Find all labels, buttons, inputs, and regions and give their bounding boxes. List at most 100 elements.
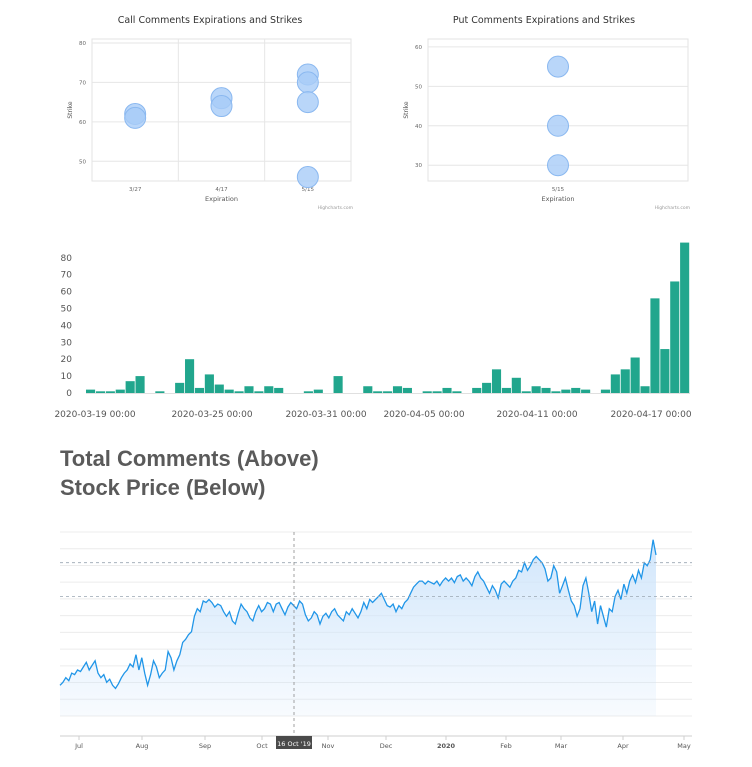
bubble-point bbox=[296, 91, 319, 114]
y-tick-label: 50 bbox=[415, 84, 422, 90]
y-tick-label: 10 bbox=[61, 372, 73, 382]
x-tick-label: 4/17 bbox=[215, 187, 228, 193]
comment-bar bbox=[482, 382, 492, 393]
comment-bar bbox=[600, 389, 610, 393]
comment-bar bbox=[95, 391, 106, 393]
comment-bar bbox=[402, 387, 412, 393]
comment-bar bbox=[185, 359, 195, 393]
comment-bar bbox=[551, 391, 561, 393]
x-tick-label: May bbox=[677, 742, 691, 750]
y-tick-label: 0 bbox=[66, 389, 72, 399]
y-tick-label: 50 bbox=[61, 305, 73, 315]
comment-bar bbox=[115, 389, 125, 393]
y-tick-label: 40 bbox=[415, 124, 422, 130]
chart-title: Put Comments Expirations and Strikes bbox=[453, 15, 635, 26]
y-tick-label: 40 bbox=[61, 321, 73, 331]
x-tick-label: 3/27 bbox=[129, 187, 142, 193]
x-tick-label: 2020-03-19 00:00 bbox=[54, 410, 135, 420]
x-tick-label: Oct bbox=[256, 742, 268, 750]
section-heading: Total Comments (Above) Stock Price (Belo… bbox=[60, 444, 319, 502]
price-area bbox=[60, 539, 656, 716]
chart-credit: Highcharts.com bbox=[318, 205, 353, 211]
comment-bar bbox=[561, 389, 571, 393]
y-axis-label: Strike bbox=[403, 101, 410, 119]
x-tick-label: 2020-03-31 00:00 bbox=[285, 410, 366, 420]
comment-bar bbox=[670, 281, 680, 393]
y-tick-label: 20 bbox=[61, 355, 73, 365]
comment-bar bbox=[86, 389, 96, 393]
plot-border bbox=[427, 38, 689, 182]
comment-bar bbox=[531, 386, 541, 393]
bubble-point bbox=[547, 154, 569, 177]
put-expirations-chart: Put Comments Expirations and Strikes 30 40… bbox=[398, 8, 694, 213]
comment-bar bbox=[630, 357, 640, 393]
y-tick-label: 50 bbox=[79, 159, 86, 165]
comment-bar bbox=[194, 387, 205, 393]
comment-bar bbox=[541, 387, 551, 393]
comment-bar bbox=[303, 391, 313, 393]
comment-bar bbox=[640, 386, 650, 393]
y-tick-label: 60 bbox=[79, 120, 86, 126]
x-tick-label: 5/15 bbox=[552, 187, 565, 193]
comment-bar bbox=[521, 391, 531, 393]
comment-bar bbox=[442, 387, 452, 393]
comments-bar-svg: 0 10 20 30 40 50 60 70 80 2020-03-19 00:00 2020-03… bbox=[54, 242, 692, 420]
comment-bar bbox=[313, 389, 323, 393]
y-tick-label: 70 bbox=[79, 80, 86, 86]
comment-bar bbox=[244, 386, 254, 393]
comment-bar bbox=[432, 391, 442, 393]
comment-bar bbox=[680, 242, 690, 393]
call-expirations-chart: Call Comments Expirations and Strikes 50 6… bbox=[60, 8, 360, 213]
x-tick-label: 2020-04-11 00:00 bbox=[496, 410, 577, 420]
x-tick-label: Apr bbox=[617, 742, 629, 750]
chart-credit: Highcharts.com bbox=[655, 205, 690, 211]
bubble-point bbox=[547, 114, 569, 137]
price-line bbox=[59, 539, 657, 690]
x-tick-label: Mar bbox=[555, 742, 568, 750]
comment-bar bbox=[501, 387, 511, 393]
comment-bar bbox=[511, 377, 521, 393]
y-tick-label: 30 bbox=[61, 338, 73, 348]
x-tick-label: 2020-04-05 00:00 bbox=[383, 410, 464, 420]
heading-stock-price: Stock Price (Below) bbox=[60, 475, 266, 500]
plot-border bbox=[91, 38, 352, 182]
comment-bar bbox=[105, 391, 115, 393]
y-tick-label: 60 bbox=[415, 45, 422, 51]
comment-bar bbox=[373, 391, 383, 393]
crosshair-label-box bbox=[276, 736, 312, 749]
stock-price-svg[interactable]: Jul Aug Sep Oct 16 Oct '19 Nov Dec 2020 Feb Mar Ap… bbox=[50, 520, 702, 760]
comments-bar-chart: 0 10 20 30 40 50 60 70 80 2020-03-19 00:00 2020-03… bbox=[50, 232, 700, 427]
x-tick-label: 2020-03-25 00:00 bbox=[171, 410, 252, 420]
call-expirations-svg: Call Comments Expirations and Strikes 50 6… bbox=[67, 15, 353, 211]
x-tick-label: Feb bbox=[500, 742, 512, 750]
comment-bar bbox=[254, 391, 264, 393]
y-tick-label: 70 bbox=[61, 271, 73, 281]
comment-bar bbox=[234, 391, 244, 393]
y-tick-label: 30 bbox=[415, 163, 422, 169]
bubble-point bbox=[124, 106, 147, 129]
x-tick-label: 2020 bbox=[437, 742, 456, 750]
comment-bar bbox=[650, 298, 660, 393]
bubble-point bbox=[296, 71, 319, 94]
comment-bar bbox=[135, 376, 145, 393]
comment-bar bbox=[660, 349, 670, 393]
x-axis-label: Expiration bbox=[542, 195, 575, 203]
stock-price-chart[interactable]: Jul Aug Sep Oct 16 Oct '19 Nov Dec 2020 Feb Mar Ap… bbox=[50, 520, 702, 760]
x-tick-label: 2020-04-17 00:00 bbox=[610, 410, 691, 420]
y-tick-label: 80 bbox=[61, 254, 73, 264]
comment-bar bbox=[452, 391, 462, 393]
comment-bar bbox=[491, 369, 502, 393]
chart-title: Call Comments Expirations and Strikes bbox=[118, 15, 303, 26]
comment-bar bbox=[363, 386, 373, 393]
bubble-point bbox=[547, 55, 569, 78]
comment-bar bbox=[155, 391, 165, 393]
comment-bar bbox=[214, 384, 224, 393]
comment-bar bbox=[620, 369, 630, 393]
comment-bar bbox=[422, 391, 432, 393]
y-axis-label: Strike bbox=[67, 101, 74, 119]
comment-bar bbox=[392, 386, 403, 393]
y-tick-label: 60 bbox=[61, 288, 73, 298]
x-tick-label: Sep bbox=[199, 742, 211, 750]
bubble-point bbox=[210, 95, 233, 118]
comment-bar bbox=[472, 387, 482, 393]
